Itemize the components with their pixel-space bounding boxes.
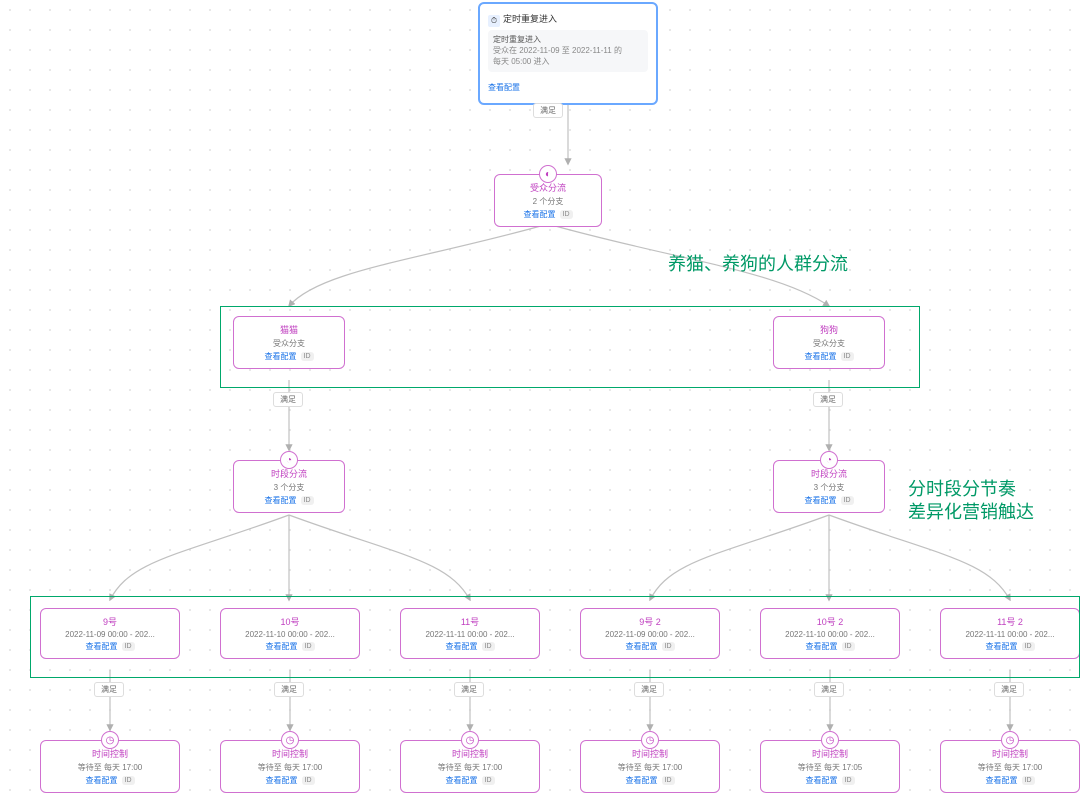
entry-node[interactable]: ⏱ 定时重复进入 定时重复进入 受众在 2022-11-09 至 2022-11… [478, 2, 658, 105]
id-badge: ID [841, 496, 854, 505]
view-config-link[interactable]: 查看配置 [86, 775, 118, 786]
time-sub: 3 个分支 [242, 482, 336, 493]
view-config-link[interactable]: 查看配置 [446, 775, 478, 786]
time-split-right[interactable]: ◔ 时段分流 3 个分支 查看配置 ID [773, 460, 885, 513]
time-split-left[interactable]: ◔ 时段分流 3 个分支 查看配置 ID [233, 460, 345, 513]
id-badge: ID [482, 776, 495, 785]
entry-title: 定时重复进入 [503, 12, 557, 25]
satisfy-badge: 满足 [454, 682, 484, 697]
tc-sub: 等待至 每天 17:00 [589, 762, 711, 773]
view-config-link[interactable]: 查看配置 [806, 775, 838, 786]
split-icon: ◐ [539, 165, 557, 183]
annotation-label-1: 养猫、养狗的人群分流 [668, 253, 848, 276]
tc-sub: 等待至 每天 17:00 [229, 762, 351, 773]
clock-split-icon: ◔ [820, 451, 838, 469]
id-badge: ID [302, 776, 315, 785]
time-control-node[interactable]: ◷时间控制等待至 每天 17:00查看配置ID [940, 740, 1080, 793]
id-badge: ID [122, 776, 135, 785]
view-config-link[interactable]: 查看配置 [986, 775, 1018, 786]
satisfy-badge: 满足 [94, 682, 124, 697]
split-subtitle: 2 个分支 [503, 196, 593, 207]
view-config-link[interactable]: 查看配置 [266, 775, 298, 786]
audience-split-node[interactable]: ◐ 受众分流 2 个分支 查看配置 ID [494, 174, 602, 227]
tc-sub: 等待至 每天 17:00 [409, 762, 531, 773]
time-control-node[interactable]: ◷时间控制等待至 每天 17:00查看配置ID [580, 740, 720, 793]
annotation-box-1 [220, 306, 920, 388]
view-config-link[interactable]: 查看配置 [626, 775, 658, 786]
id-badge: ID [662, 776, 675, 785]
satisfy-badge: 满足 [274, 682, 304, 697]
clock-icon: ◷ [1001, 731, 1019, 749]
time-control-node[interactable]: ◷时间控制等待至 每天 17:00查看配置ID [40, 740, 180, 793]
view-config-link[interactable]: 查看配置 [488, 83, 520, 92]
time-control-node[interactable]: ◷时间控制等待至 每天 17:00查看配置ID [220, 740, 360, 793]
satisfy-badge: 满足 [813, 392, 843, 407]
view-config-link[interactable]: 查看配置 [805, 495, 837, 506]
clock-icon: ◷ [461, 731, 479, 749]
time-control-node[interactable]: ◷时间控制等待至 每天 17:00查看配置ID [400, 740, 540, 793]
clock-split-icon: ◔ [280, 451, 298, 469]
clock-icon: ◷ [821, 731, 839, 749]
satisfy-badge: 满足 [634, 682, 664, 697]
entry-body: 定时重复进入 受众在 2022-11-09 至 2022-11-11 的 每天 … [488, 30, 648, 72]
annotation-box-2 [30, 596, 1080, 678]
satisfy-badge: 满足 [814, 682, 844, 697]
satisfy-badge: 满足 [273, 392, 303, 407]
id-badge: ID [301, 496, 314, 505]
annotation-label-2: 分时段分节奏 差异化营销触达 [908, 478, 1034, 525]
satisfy-badge: 满足 [994, 682, 1024, 697]
satisfy-badge: 满足 [533, 103, 563, 118]
clock-icon: ◷ [281, 731, 299, 749]
view-config-link[interactable]: 查看配置 [265, 495, 297, 506]
time-control-node[interactable]: ◷时间控制等待至 每天 17:05查看配置ID [760, 740, 900, 793]
clock-icon: ◷ [641, 731, 659, 749]
tc-sub: 等待至 每天 17:00 [949, 762, 1071, 773]
tc-sub: 等待至 每天 17:00 [49, 762, 171, 773]
clock-icon: ◷ [101, 731, 119, 749]
time-sub: 3 个分支 [782, 482, 876, 493]
tc-sub: 等待至 每天 17:05 [769, 762, 891, 773]
clock-icon: ⏱ [488, 15, 500, 27]
id-badge: ID [1022, 776, 1035, 785]
id-badge: ID [560, 210, 573, 219]
view-config-link[interactable]: 查看配置 [524, 209, 556, 220]
id-badge: ID [842, 776, 855, 785]
